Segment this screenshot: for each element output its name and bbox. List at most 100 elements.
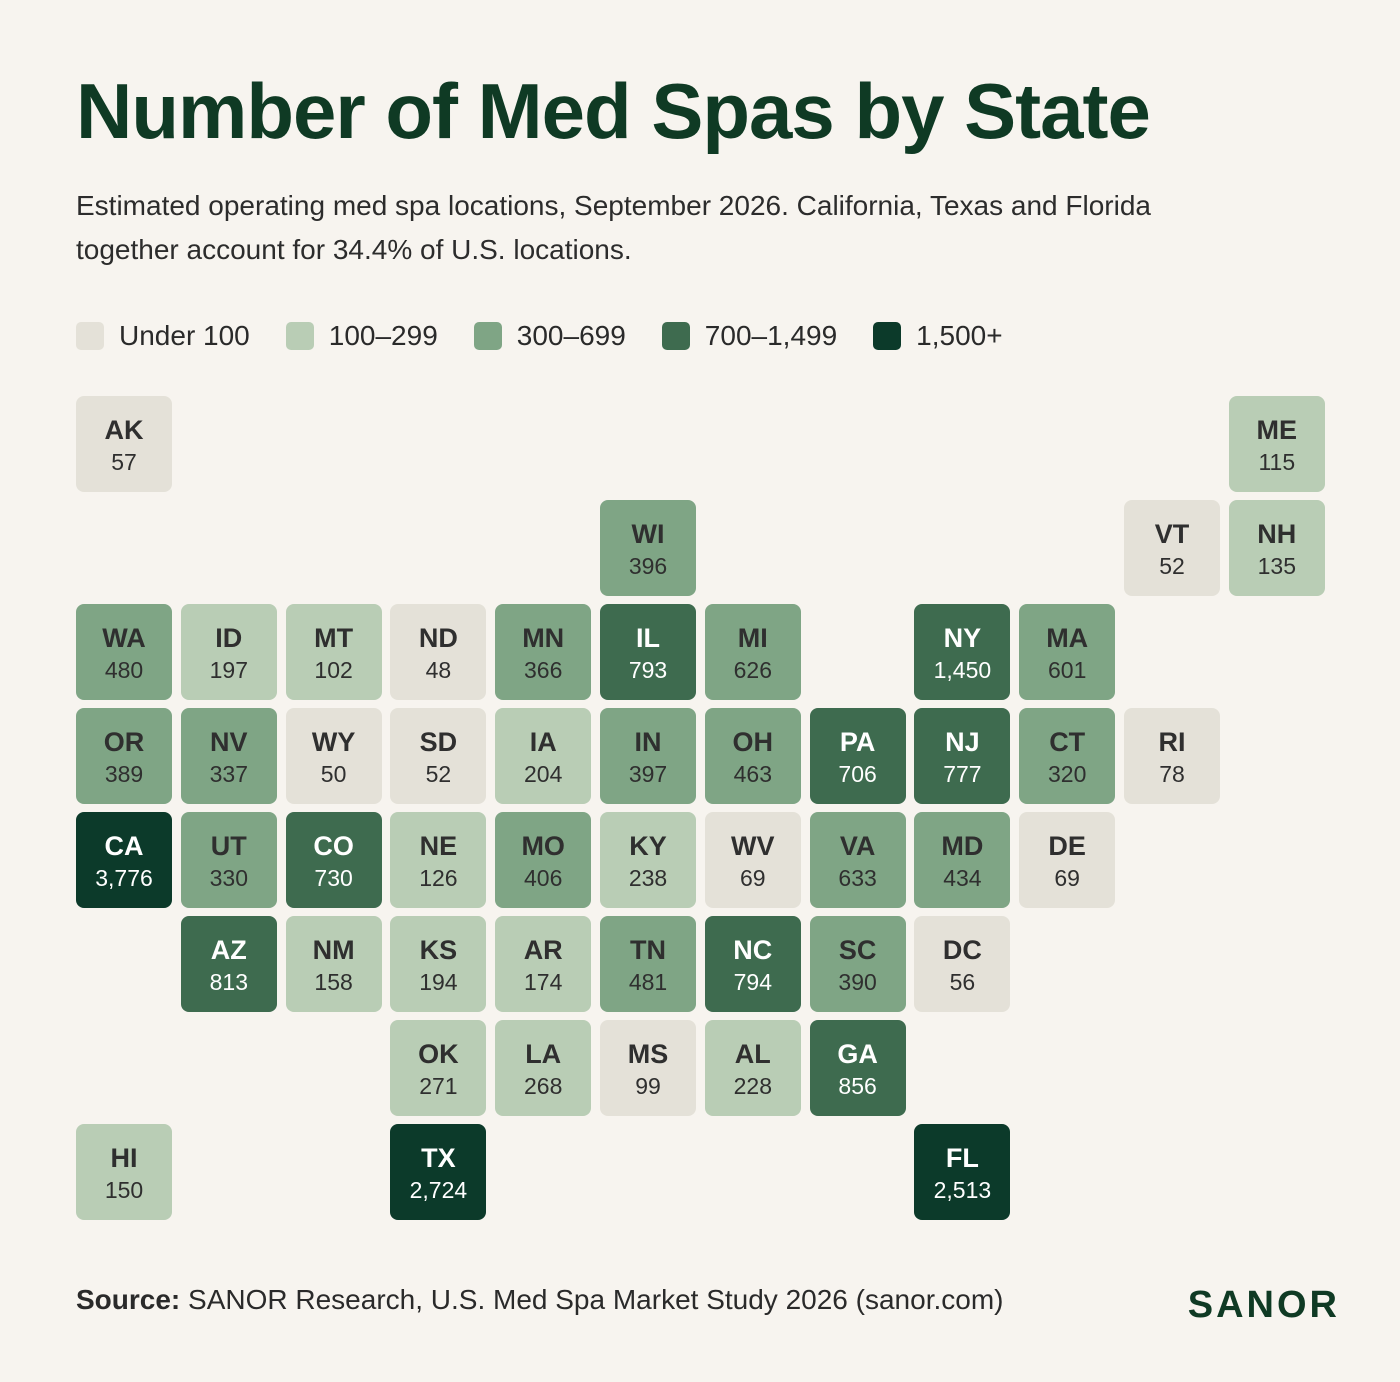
state-tile-wi: WI 396 (600, 500, 696, 596)
source-note: Source: SANOR Research, U.S. Med Spa Mar… (76, 1284, 1003, 1316)
state-value: 2,724 (409, 1177, 468, 1203)
state-tile-or: OR 389 (76, 708, 172, 804)
state-value: 856 (838, 1073, 877, 1099)
state-value: 102 (314, 657, 353, 683)
state-value: 52 (425, 761, 452, 787)
state-tile-nd: ND 48 (390, 604, 487, 700)
state-tile-pa: PA 706 (809, 708, 906, 804)
legend-item-700-1499: 700–1,499 (661, 320, 837, 352)
state-value: 48 (425, 657, 452, 683)
legend: Under 100 100–299 300–699 700–1,499 1,50… (76, 316, 1039, 356)
state-value: 434 (943, 865, 982, 891)
state-code: IA (529, 727, 557, 757)
state-tile-in: IN 397 (600, 708, 696, 804)
state-tile-ut: UT 330 (180, 812, 277, 908)
state-tile-va: VA 633 (809, 812, 906, 908)
state-value: 228 (733, 1073, 772, 1099)
state-code: MS (627, 1039, 669, 1069)
state-tile-nh: NH 135 (1228, 500, 1325, 596)
legend-label: 1,500+ (916, 320, 1003, 351)
state-code: MT (314, 623, 354, 653)
state-tile-nv: NV 337 (180, 708, 277, 804)
state-code: OH (732, 727, 774, 757)
state-value: 730 (314, 865, 353, 891)
state-tile-sd: SD 52 (390, 708, 487, 804)
state-value: 57 (111, 449, 137, 475)
state-value: 271 (419, 1073, 458, 1099)
state-value: 52 (1159, 553, 1185, 579)
state-code: WY (311, 727, 356, 757)
state-value: 204 (524, 761, 563, 787)
state-code: NE (419, 831, 458, 861)
state-tile-sc: SC 390 (809, 916, 906, 1012)
state-value: 1,450 (933, 657, 992, 683)
state-tile-wy: WY 50 (285, 708, 382, 804)
state-value: 135 (1257, 553, 1296, 579)
state-code: OR (103, 727, 145, 757)
state-tile-wv: WV 69 (704, 812, 801, 908)
legend-item-under-100: Under 100 (76, 320, 250, 352)
state-value: 320 (1048, 761, 1087, 787)
state-code: NH (1257, 519, 1297, 549)
state-code: SC (838, 935, 877, 965)
state-code: WA (102, 623, 146, 653)
state-tile-ms: MS 99 (600, 1020, 696, 1116)
state-tile-ok: OK 271 (390, 1020, 487, 1116)
legend-swatch (285, 322, 314, 350)
state-value: 633 (838, 865, 877, 891)
state-tile-ar: AR 174 (495, 916, 592, 1012)
state-value: 481 (628, 969, 668, 995)
state-code: DC (942, 935, 982, 965)
legend-item-1500-plus: 1,500+ (873, 320, 1003, 352)
state-value: 158 (314, 969, 353, 995)
source-label: Source: (76, 1284, 181, 1315)
subtitle: Estimated operating med spa locations, S… (76, 190, 1151, 265)
state-value: 366 (524, 657, 563, 683)
state-tile-de: DE 69 (1019, 812, 1116, 908)
state-tile-mn: MN 366 (495, 604, 592, 700)
state-code: LA (525, 1039, 562, 1069)
state-tile-ne: NE 126 (390, 812, 487, 908)
legend-item-100-299: 100–299 (285, 320, 438, 352)
state-code: UT (210, 831, 247, 861)
state-code: CT (1049, 727, 1086, 757)
state-code: NC (733, 935, 773, 965)
state-tile-co: CO 730 (285, 812, 382, 908)
legend-swatch (473, 322, 502, 350)
state-value: 50 (320, 761, 347, 787)
state-code: DE (1048, 831, 1086, 861)
legend-item-300-699: 300–699 (473, 320, 626, 352)
state-code: NJ (945, 727, 980, 757)
source-text: SANOR Research, U.S. Med Spa Market Stud… (180, 1284, 1004, 1315)
state-value: 406 (524, 865, 563, 891)
state-code: MD (941, 831, 984, 861)
legend-label: Under 100 (119, 320, 250, 351)
legend-swatch (873, 322, 902, 350)
state-value: 813 (209, 969, 248, 995)
state-code: KY (629, 831, 667, 861)
legend-swatch (661, 322, 690, 350)
state-value: 69 (1054, 865, 1080, 891)
state-code: PA (839, 727, 876, 757)
state-tile-fl: FL 2,513 (914, 1124, 1011, 1220)
state-tile-al: AL 228 (704, 1020, 801, 1116)
state-value: 626 (733, 657, 772, 683)
state-value: 197 (209, 657, 248, 683)
legend-swatch (76, 322, 104, 350)
state-code: AZ (210, 935, 247, 965)
state-value: 777 (943, 761, 982, 787)
state-value: 78 (1159, 761, 1185, 787)
state-code: IL (636, 623, 660, 653)
state-tile-dc: DC 56 (914, 916, 1011, 1012)
page-title: Number of Med Spas by State (76, 67, 1151, 155)
state-code: CA (104, 831, 144, 861)
state-tile-la: LA 268 (495, 1020, 592, 1116)
state-code: MO (521, 831, 565, 861)
state-code: CO (313, 831, 354, 861)
state-value: 337 (209, 761, 248, 787)
state-tile-nc: NC 794 (704, 916, 801, 1012)
state-value: 2,513 (933, 1177, 992, 1203)
state-value: 706 (838, 761, 877, 787)
state-code: WV (731, 831, 775, 861)
state-code: AR (523, 935, 563, 965)
